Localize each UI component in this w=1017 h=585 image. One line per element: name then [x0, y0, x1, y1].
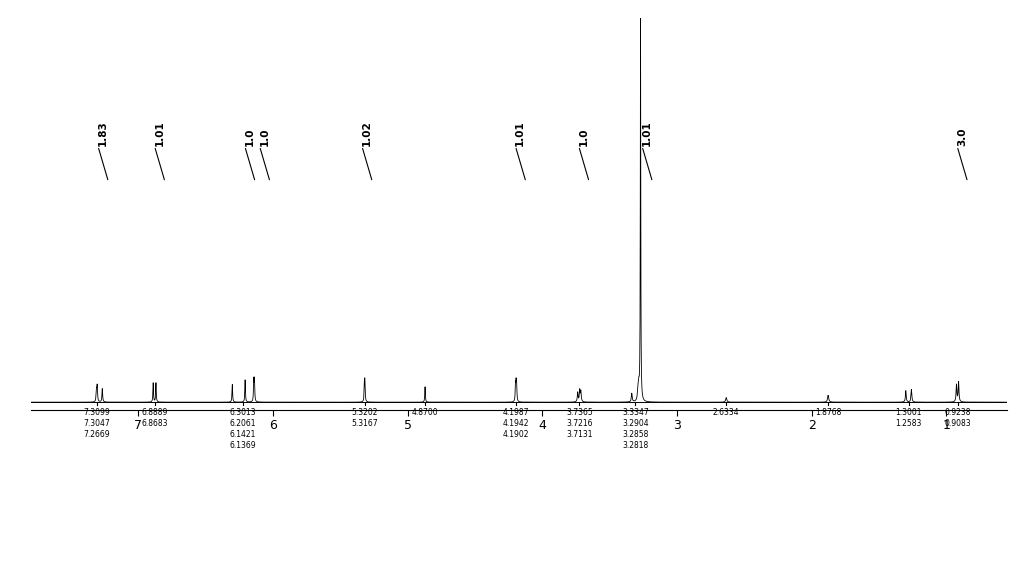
Text: 1.01: 1.01	[642, 120, 652, 146]
Text: 1.0: 1.0	[245, 128, 254, 146]
Text: 2.6334: 2.6334	[713, 408, 739, 417]
Text: 6.3013
6.2061
6.1421
6.1369: 6.3013 6.2061 6.1421 6.1369	[230, 408, 256, 450]
Text: 1.0: 1.0	[579, 128, 589, 146]
Text: 3.7365
3.7216
3.7131: 3.7365 3.7216 3.7131	[566, 408, 593, 439]
Text: 4.1987
4.1942
4.1902: 4.1987 4.1942 4.1902	[502, 408, 529, 439]
Text: 1.01: 1.01	[155, 120, 165, 146]
Text: 5.3202
5.3167: 5.3202 5.3167	[351, 408, 378, 428]
Text: 1.83: 1.83	[98, 120, 108, 146]
Text: 1.01: 1.01	[516, 120, 526, 146]
Text: 1.02: 1.02	[362, 120, 372, 146]
Text: 7.3099
7.3047
7.2669: 7.3099 7.3047 7.2669	[83, 408, 110, 439]
Text: 1.8768: 1.8768	[815, 408, 841, 417]
Text: 3.0: 3.0	[957, 128, 967, 146]
Text: 1.3001
1.2583: 1.3001 1.2583	[895, 408, 921, 428]
Text: 1.0: 1.0	[259, 128, 270, 146]
Text: 0.9238
0.9083: 0.9238 0.9083	[944, 408, 971, 428]
Text: 3.3347
3.2904
3.2858
3.2818: 3.3347 3.2904 3.2858 3.2818	[622, 408, 649, 450]
Text: 6.8889
6.8683: 6.8889 6.8683	[141, 408, 168, 428]
Text: 4.8700: 4.8700	[412, 408, 438, 417]
